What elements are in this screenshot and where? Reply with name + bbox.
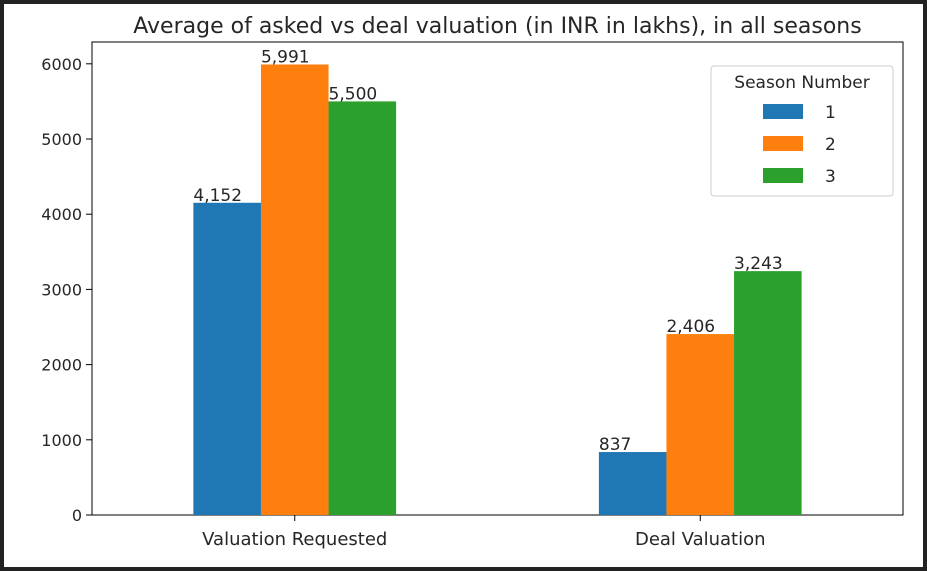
bar-chart: Average of asked vs deal valuation (in I…	[41, 14, 904, 550]
bar-value-label: 3,243	[734, 254, 783, 274]
legend-swatch	[763, 104, 803, 119]
bar-value-label: 5,991	[261, 47, 310, 67]
bar	[328, 101, 397, 516]
legend-box	[710, 65, 894, 197]
chart-title: Average of asked vs deal valuation (in I…	[133, 14, 861, 39]
legend: Season Number 1 2 3	[710, 65, 894, 197]
y-tick-label: 2000	[41, 356, 82, 375]
y-tick-label: 3000	[41, 280, 82, 299]
y-tick-label: 0	[72, 506, 82, 525]
bar	[260, 64, 329, 515]
legend-label: 2	[825, 135, 836, 155]
axes: 0 1000 2000 3000 4000 5000 6000 Valuation Reque…	[41, 41, 904, 550]
legend-label: 3	[825, 167, 836, 187]
bars	[193, 64, 802, 516]
plot-frame	[91, 41, 904, 516]
legend-title: Season Number	[734, 73, 869, 93]
bar-value-label: 5,500	[329, 84, 378, 104]
x-tick-label: Valuation Requested	[202, 529, 387, 550]
bar	[193, 202, 261, 515]
legend-swatch	[763, 168, 803, 183]
data-labels: 4,152 5,991 5,500 837 2,406 3,243	[193, 47, 782, 455]
y-tick-label: 4000	[41, 205, 82, 224]
y-tick-label: 1000	[41, 431, 82, 450]
bar	[666, 334, 735, 515]
bar-value-label: 2,406	[666, 317, 715, 337]
bar-value-label: 837	[599, 435, 631, 455]
legend-swatch	[763, 136, 803, 151]
y-tick-label: 5000	[41, 130, 82, 149]
legend-label: 1	[825, 103, 836, 123]
x-tick-label: Deal Valuation	[635, 529, 766, 550]
bar	[734, 271, 802, 515]
y-tick-label: 6000	[41, 55, 82, 74]
bar	[598, 452, 667, 515]
bar-value-label: 4,152	[193, 186, 242, 206]
chart-frame: Average of asked vs deal valuation (in I…	[4, 4, 923, 567]
